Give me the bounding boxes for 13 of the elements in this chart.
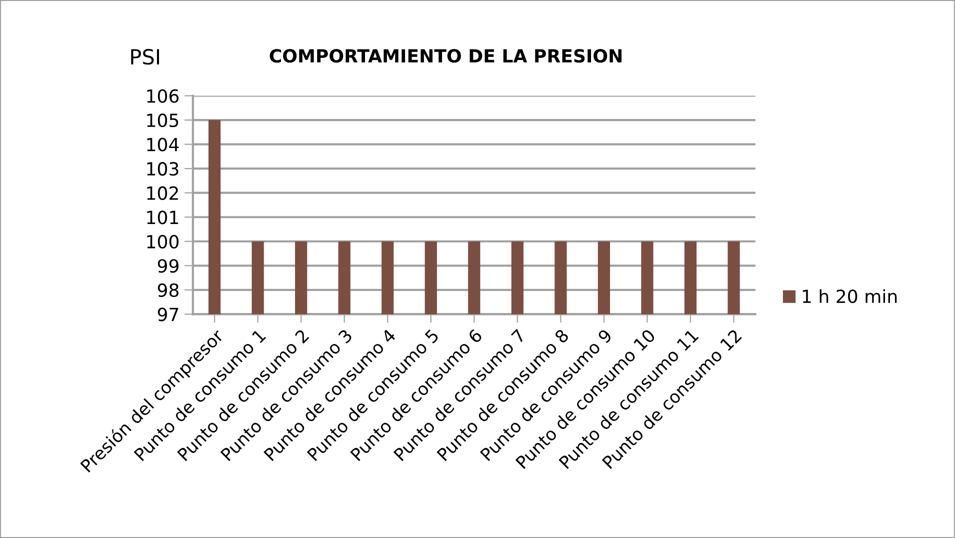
y-axis-title: PSI xyxy=(131,48,160,65)
y-tick-label: 97 xyxy=(158,308,178,322)
y-tick-label: 106 xyxy=(147,89,179,103)
y-tick-label: 103 xyxy=(147,162,178,176)
chart-title: COMPORTAMIENTO DE LA PRESION xyxy=(270,49,622,63)
y-tick-label: 102 xyxy=(147,186,178,200)
y-tick-label: 105 xyxy=(147,113,178,128)
legend-label: 1 h 20 min xyxy=(802,289,897,304)
y-tick-label: 104 xyxy=(147,138,179,152)
y-tick-label: 101 xyxy=(147,210,178,224)
y-tick-label: 98 xyxy=(158,283,178,298)
y-tick-label: 100 xyxy=(147,234,179,248)
y-tick-label: 99 xyxy=(158,259,178,273)
